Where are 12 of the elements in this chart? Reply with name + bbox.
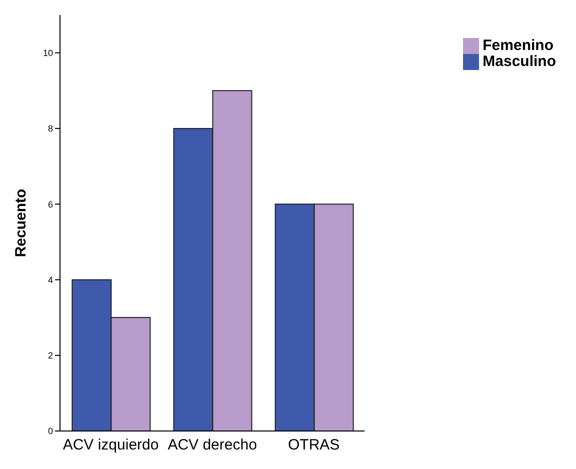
y-tick-label: 4 xyxy=(48,274,53,285)
y-tick-label: 6 xyxy=(48,199,53,210)
y-tick-label: 0 xyxy=(48,426,53,436)
y-tick-label: 8 xyxy=(48,124,53,134)
legend-label: Masculino xyxy=(482,53,556,70)
y-tick-label: 10 xyxy=(42,48,53,58)
y-tick-label: 2 xyxy=(48,350,53,361)
x-tick-label: ACV derecho xyxy=(168,436,257,454)
legend-label: Femenino xyxy=(482,37,554,54)
x-tick-label: ACV izquierdo xyxy=(62,436,159,454)
x-tick-label: OTRAS xyxy=(288,436,340,454)
y-axis-title: Recuento xyxy=(12,188,30,258)
